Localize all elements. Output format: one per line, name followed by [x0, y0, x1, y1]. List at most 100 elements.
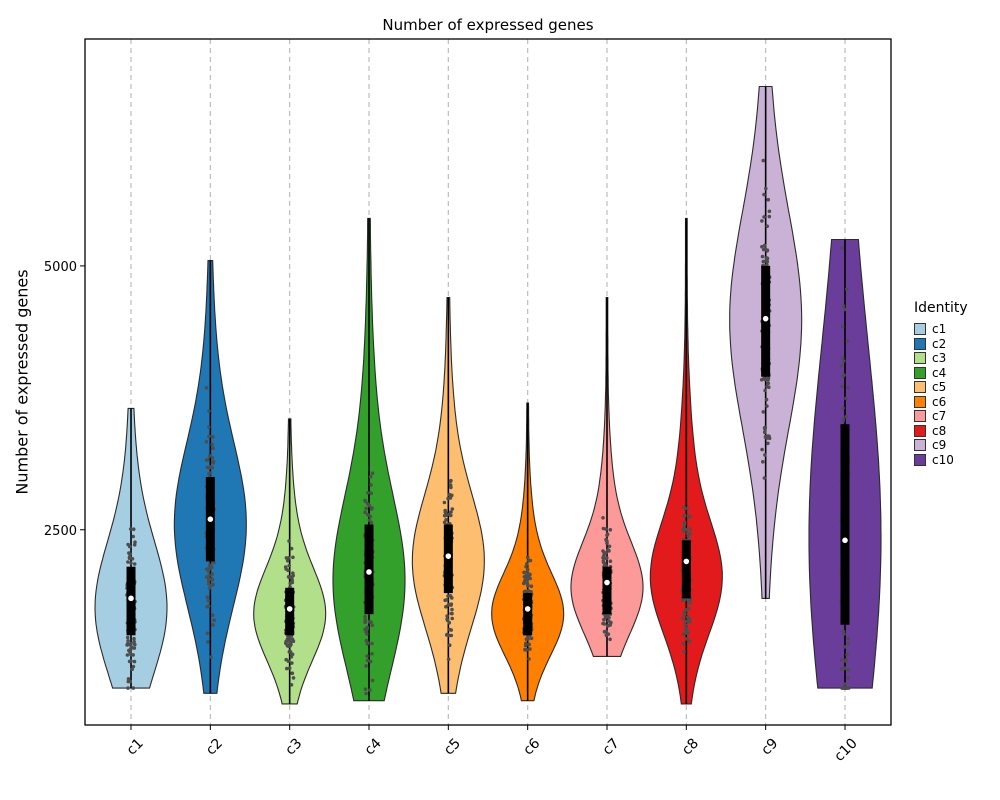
data-point-c5 [446, 594, 450, 598]
data-point-c4 [364, 664, 368, 668]
mean-marker-c2 [206, 515, 214, 523]
legend-title: Identity [914, 300, 968, 316]
data-point-c4 [369, 620, 373, 624]
data-point-c7 [605, 533, 609, 537]
data-point-c1 [132, 636, 136, 641]
data-point-c9 [761, 460, 765, 464]
data-point-c10 [841, 406, 845, 411]
data-point-c1 [129, 561, 133, 565]
violin-group-c1 [94, 407, 168, 690]
data-point-c9 [767, 214, 772, 219]
violin-group-c2 [173, 260, 247, 694]
mean-marker-c6 [524, 605, 532, 613]
data-point-c7 [602, 618, 606, 622]
data-point-c9 [764, 186, 768, 191]
data-point-c10 [841, 374, 845, 378]
data-point-c5 [447, 627, 452, 632]
legend-swatch-c4 [914, 366, 926, 379]
data-point-c10 [846, 676, 850, 680]
data-point-c3 [284, 556, 289, 560]
legend-label-c5: c5 [932, 380, 947, 395]
data-point-c6 [527, 642, 531, 647]
data-point-c5 [442, 513, 447, 518]
data-point-c1 [128, 552, 132, 556]
legend-swatch-c2 [914, 337, 926, 350]
data-point-c10 [843, 307, 847, 312]
data-point-c9 [765, 224, 769, 228]
legend-swatch-c5 [914, 381, 926, 394]
data-point-c2 [209, 563, 213, 568]
data-point-c9 [765, 260, 770, 264]
data-point-c10 [846, 636, 850, 641]
data-point-c9 [761, 247, 766, 252]
data-point-c10 [845, 339, 850, 343]
mean-marker-c3 [286, 605, 294, 613]
data-point-c2 [211, 623, 215, 627]
legend-label-c7: c7 [932, 409, 947, 424]
data-point-c3 [284, 657, 289, 662]
legend-item-c6: c6 [914, 395, 968, 410]
data-point-c8 [688, 514, 692, 518]
mean-marker-c7 [603, 578, 611, 587]
data-point-c4 [368, 688, 372, 692]
data-point-c1 [131, 527, 136, 531]
x-tick-label-c9: c9 [758, 735, 781, 758]
data-point-c8 [687, 606, 691, 611]
data-point-c4 [369, 483, 373, 487]
x-tick-label-c6: c6 [520, 735, 543, 758]
x-tick-label-c3: c3 [282, 735, 305, 758]
data-point-c8 [681, 527, 685, 532]
data-point-c9 [763, 453, 767, 457]
data-point-c4 [364, 506, 368, 511]
data-point-c1 [131, 534, 135, 539]
data-point-c8 [681, 632, 686, 636]
data-point-c10 [845, 652, 849, 657]
violin-group-c3 [253, 418, 327, 705]
violin-group-c9 [729, 85, 803, 599]
data-point-c2 [211, 446, 215, 451]
data-point-c6 [528, 558, 533, 563]
data-point-c2 [207, 425, 211, 429]
data-point-c3 [290, 671, 295, 675]
x-tick-label-c8: c8 [679, 735, 702, 758]
legend-item-c2: c2 [914, 337, 968, 352]
data-point-c6 [522, 590, 527, 594]
data-point-c5 [447, 643, 452, 647]
data-point-c2 [205, 465, 210, 470]
data-point-c8 [684, 527, 688, 532]
data-point-c2 [207, 454, 212, 458]
data-point-c10 [841, 304, 846, 308]
data-point-c1 [130, 667, 134, 671]
data-point-c9 [767, 209, 772, 214]
y-tick-label-5000: 5000 [44, 260, 77, 275]
data-point-c2 [207, 577, 211, 581]
data-point-c10 [846, 668, 851, 672]
violin-group-c7 [570, 297, 644, 657]
data-point-c1 [132, 659, 137, 664]
box-c10 [840, 424, 850, 625]
data-point-c7 [601, 559, 606, 563]
data-point-c1 [127, 555, 132, 559]
data-point-c4 [363, 498, 367, 503]
data-point-c7 [608, 637, 612, 642]
data-point-c5 [448, 483, 453, 487]
data-point-c8 [688, 531, 692, 536]
x-tick-label-c5: c5 [441, 735, 464, 758]
data-point-c1 [132, 543, 137, 547]
mean-marker-c4 [365, 568, 373, 576]
legend-item-c5: c5 [914, 380, 968, 395]
data-point-c1 [131, 653, 135, 657]
data-point-c3 [285, 639, 289, 643]
data-point-c1 [132, 639, 136, 644]
data-point-c5 [445, 614, 449, 618]
legend-item-c1: c1 [914, 322, 968, 337]
data-point-c2 [205, 595, 209, 599]
data-point-c3 [290, 637, 295, 642]
data-point-c6 [529, 636, 534, 641]
data-point-c8 [681, 641, 686, 646]
data-point-c4 [363, 619, 368, 624]
data-point-c8 [680, 616, 685, 621]
data-point-c9 [765, 248, 770, 252]
legend-item-c8: c8 [914, 424, 968, 439]
data-point-c8 [688, 527, 692, 531]
